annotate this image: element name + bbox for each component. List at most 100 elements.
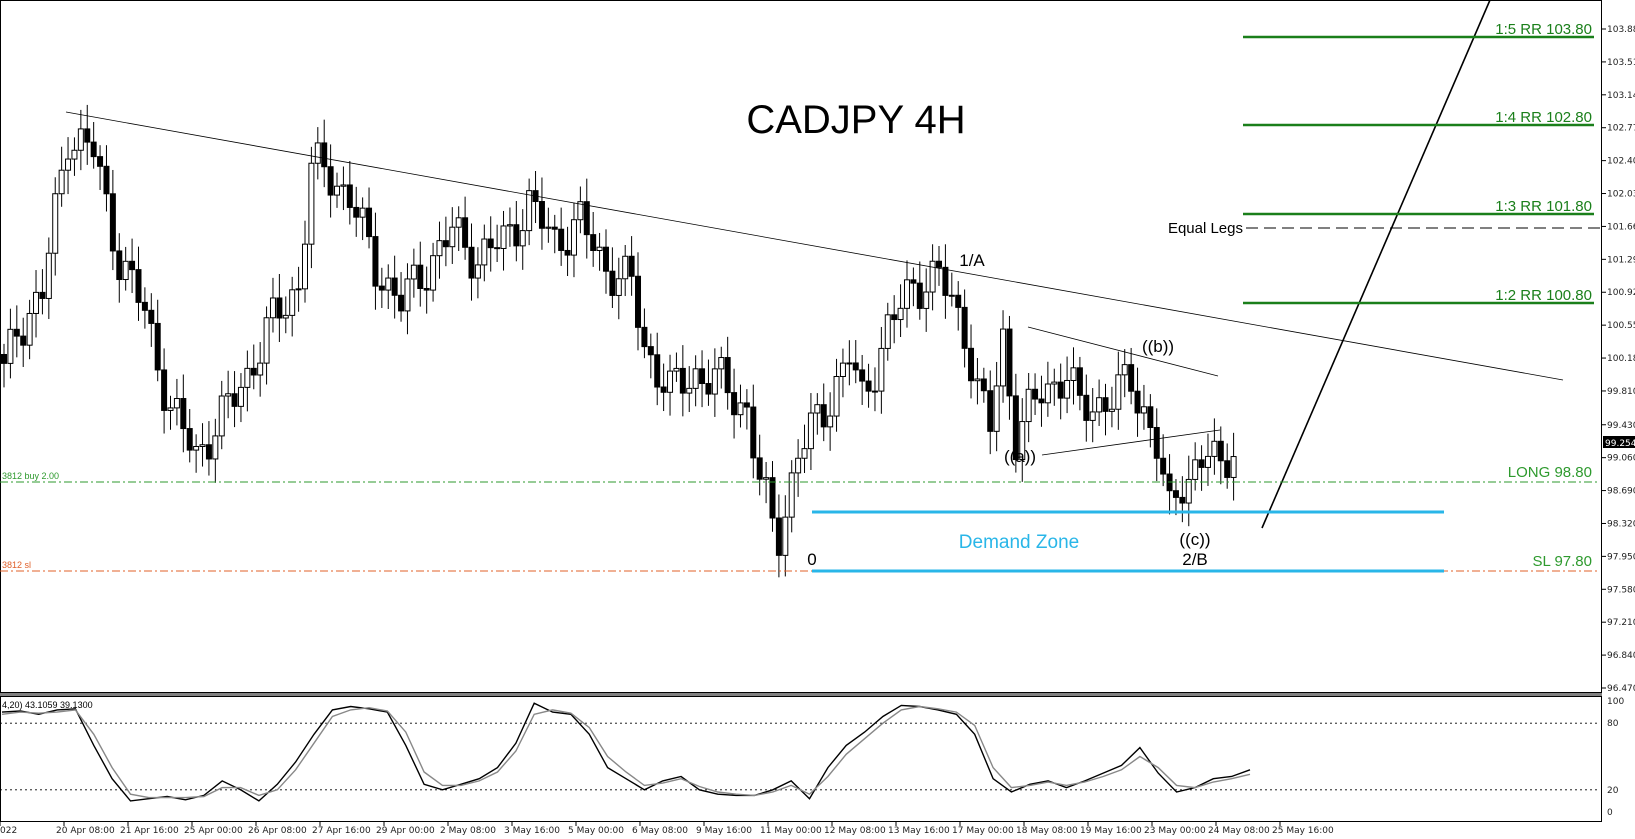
- y-tick-label: 98.320: [1607, 519, 1635, 529]
- candle-bullish: [199, 444, 206, 447]
- wave-label-c: ((c)): [1179, 530, 1210, 549]
- candle-bearish: [602, 246, 609, 272]
- rr4-label: 1:4 RR 102.80: [1495, 109, 1592, 126]
- y-tick-label: 99.430: [1607, 421, 1635, 431]
- candle-bullish: [884, 314, 891, 349]
- candle-bearish: [699, 368, 706, 385]
- candle-bearish: [750, 406, 757, 459]
- candle-bearish: [180, 398, 187, 430]
- candle-bullish: [622, 255, 629, 280]
- stoch-level-label: 0: [1607, 808, 1613, 818]
- candle-bearish: [865, 380, 872, 392]
- candle-bearish: [1179, 496, 1186, 504]
- candle-bullish: [1115, 374, 1122, 410]
- candle-bearish: [161, 369, 168, 411]
- candle-bullish: [410, 264, 417, 280]
- candle-bullish: [244, 367, 251, 388]
- candle-bullish: [45, 252, 52, 299]
- candle-bullish: [827, 415, 834, 428]
- candle-bearish: [1217, 440, 1224, 462]
- candle-bullish: [974, 378, 981, 382]
- x-tick-label: 20 Apr 08:00: [56, 826, 115, 836]
- candle-bullish: [257, 362, 264, 376]
- candle-bullish: [1121, 364, 1128, 376]
- candle-bullish: [430, 255, 437, 291]
- candle-bullish: [795, 457, 802, 474]
- wave-label-0: 0: [807, 550, 816, 569]
- candle-bearish: [1128, 364, 1135, 392]
- candle-bearish: [743, 402, 750, 408]
- y-tick-label: 100.920: [1607, 288, 1635, 298]
- order-buy-label: 3812 buy 2.00: [2, 471, 59, 481]
- candle-bearish: [1006, 328, 1013, 397]
- y-tick-label: 101.290: [1607, 255, 1635, 265]
- x-tick-label: 13 May 16:00: [888, 826, 950, 836]
- candle-bullish: [1204, 455, 1211, 468]
- candle-bearish: [558, 228, 565, 251]
- stoch-main-line: [1, 702, 1251, 802]
- candle-bearish: [116, 250, 123, 281]
- candle-bearish: [628, 255, 635, 277]
- candle-bearish: [154, 322, 161, 371]
- y-tick-label: 101.660: [1607, 222, 1635, 232]
- candle-bearish: [97, 156, 104, 167]
- candle-bearish: [852, 362, 859, 371]
- candle-bearish: [1038, 398, 1045, 404]
- candle-bearish: [1083, 394, 1090, 421]
- candle-bearish: [346, 184, 353, 208]
- rr5-label: 1:5 RR 103.80: [1495, 21, 1592, 38]
- x-tick-label: 022: [0, 826, 17, 836]
- wave-label-1a: 1/A: [959, 251, 985, 270]
- candle-bearish: [417, 264, 424, 289]
- x-tick-label: 18 May 08:00: [1016, 826, 1078, 836]
- candle-bearish: [129, 260, 136, 271]
- candle-bullish: [436, 240, 443, 257]
- candle-bearish: [891, 314, 898, 321]
- y-tick-label: 103.510: [1607, 58, 1635, 68]
- candle-bearish: [39, 291, 46, 299]
- candle-bearish: [859, 369, 866, 382]
- candle-bullish: [871, 390, 878, 393]
- current-price-tag: [1603, 436, 1635, 448]
- candle-bullish: [449, 226, 456, 248]
- candle-bearish: [321, 142, 328, 168]
- y-tick-label: 102.400: [1607, 157, 1635, 167]
- wave-label-b: ((b)): [1142, 337, 1174, 356]
- y-tick-label: 103.880: [1607, 25, 1635, 35]
- x-tick-label: 19 May 16:00: [1080, 826, 1142, 836]
- candle-bullish: [1089, 411, 1096, 421]
- candle-bullish: [737, 402, 744, 416]
- candle-bullish: [295, 288, 302, 291]
- candle-bearish: [148, 309, 155, 324]
- chart-title: CADJPY 4H: [746, 98, 965, 142]
- y-tick-label: 99.810: [1607, 387, 1635, 397]
- candle-bearish: [494, 247, 501, 250]
- candle-bullish: [1230, 456, 1237, 478]
- candle-bearish: [103, 165, 110, 195]
- candle-bearish: [1134, 390, 1141, 414]
- stoch-level-label: 100: [1607, 697, 1624, 707]
- candle-bearish: [20, 335, 27, 346]
- candle-bullish: [807, 412, 814, 450]
- x-tick-label: 24 May 08:00: [1208, 826, 1270, 836]
- wave-label-a: ((a)): [1004, 447, 1036, 466]
- candle-bearish: [1102, 397, 1109, 412]
- x-tick-label: 29 Apr 00:00: [376, 826, 435, 836]
- candle-bearish: [936, 260, 943, 268]
- candle-bearish: [366, 207, 373, 238]
- candle-bullish: [846, 362, 853, 365]
- candle-bullish: [923, 291, 930, 309]
- candle-bearish: [1057, 381, 1064, 399]
- candle-bullish: [340, 184, 347, 187]
- candle-bullish: [519, 230, 526, 247]
- candle-bullish: [711, 368, 718, 395]
- candle-bullish: [65, 158, 72, 171]
- candle-bullish: [212, 435, 219, 460]
- x-tick-label: 21 Apr 16:00: [120, 826, 179, 836]
- candle-bullish: [903, 279, 910, 309]
- candle-bullish: [263, 317, 270, 364]
- candle-bearish: [1012, 395, 1019, 461]
- candle-bullish: [1108, 408, 1115, 412]
- candle-bullish: [1192, 459, 1199, 480]
- candlestick-series: [1, 104, 1237, 578]
